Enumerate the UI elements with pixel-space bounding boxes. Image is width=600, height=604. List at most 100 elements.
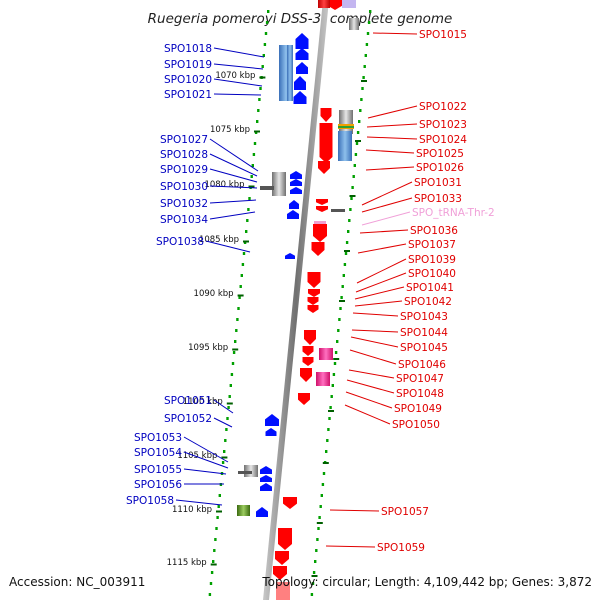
grid-dot-left — [218, 494, 221, 497]
leader-line-left — [213, 78, 263, 87]
gene-arrow-left — [260, 466, 272, 474]
kbp-tick-label: 1075 kbp — [210, 125, 250, 135]
leader-line-right — [354, 300, 403, 307]
gene-label-left: SPO1019 — [164, 59, 212, 71]
kbp-tick-mark — [243, 240, 249, 243]
right-tick-mark — [344, 250, 350, 252]
gene-block-inner — [287, 45, 293, 101]
gene-label-right: SPO_tRNA-Thr-2 — [412, 207, 495, 219]
leader-line-left — [183, 468, 227, 475]
leader-line-right — [367, 105, 418, 119]
leader-line-left — [213, 47, 265, 58]
gene-grey-bar — [260, 186, 274, 190]
grid-dot-right — [312, 571, 316, 574]
grid-dot-left — [229, 384, 232, 387]
grid-dot-left — [238, 296, 241, 299]
grid-dot-left — [245, 230, 248, 233]
grid-dot-left — [228, 395, 231, 398]
grid-dot-right — [350, 197, 353, 200]
gene-label-left: SPO1051 — [164, 395, 212, 407]
gene-arrow-right — [304, 330, 316, 345]
right-tick-mark — [349, 195, 356, 197]
gene-arrow-right — [278, 528, 292, 550]
grid-dot-right — [316, 538, 319, 541]
grid-dot-right — [343, 263, 347, 266]
gene-label-left: SPO1052 — [164, 413, 212, 425]
gene-arrow-right — [307, 272, 321, 288]
grid-dot-right — [311, 582, 315, 585]
grid-dot-left — [242, 252, 246, 255]
leader-line-right — [372, 32, 418, 35]
grid-dot-left — [224, 439, 227, 442]
leader-line-right — [366, 123, 418, 128]
grid-dot-left — [239, 285, 242, 288]
grid-dot-left — [259, 87, 262, 90]
right-tick-mark — [361, 80, 367, 82]
leader-line-left — [209, 185, 258, 189]
gene-label-left: SPO1029 — [160, 164, 208, 176]
gene-label-right: SPO1049 — [394, 403, 442, 415]
grid-dot-right — [329, 406, 332, 409]
leader-line-right — [346, 379, 395, 394]
grid-dot-left — [248, 197, 251, 200]
kbp-tick-mark — [248, 185, 255, 188]
leader-line-left — [183, 451, 229, 469]
grid-dot-right — [366, 32, 370, 35]
grid-dot-left — [265, 21, 269, 24]
grid-dot-right — [364, 54, 367, 57]
grid-dot-right — [331, 384, 334, 387]
gene-arrow-right — [298, 393, 310, 405]
leader-line-right — [352, 312, 399, 317]
grid-dot-right — [336, 340, 339, 343]
gene-label-right: SPO1059 — [377, 542, 425, 554]
grid-dot-right — [314, 560, 317, 563]
kbp-tick-mark — [226, 402, 233, 405]
grid-dot-left — [261, 65, 264, 68]
grid-dot-left — [215, 527, 218, 530]
grid-dot-right — [326, 439, 329, 442]
grid-dot-left — [263, 43, 267, 46]
grid-dot-right — [344, 252, 348, 255]
leader-line-right — [365, 149, 415, 154]
leader-line-left — [209, 153, 258, 177]
gene-arrow-right — [307, 297, 319, 305]
grid-dot-left — [208, 593, 212, 596]
gene-arrow-left — [295, 48, 309, 60]
leader-line-right — [344, 404, 391, 425]
gene-arrow-right — [302, 357, 314, 366]
gene-arrow-right — [273, 566, 287, 580]
gene-label-left: SPO1030 — [160, 181, 208, 193]
grid-dot-left — [246, 219, 249, 222]
gene-arrow-right — [311, 242, 325, 256]
leader-line-left — [209, 211, 256, 220]
gene-arrow-right — [316, 199, 328, 205]
gene-label-left: SPO1020 — [164, 74, 212, 86]
grid-dot-right — [361, 87, 364, 90]
gene-label-left: SPO1028 — [160, 149, 208, 161]
gene-arrow-right — [302, 346, 314, 356]
grid-dot-right — [360, 98, 363, 101]
gene-block-blue-right — [338, 131, 352, 161]
gene-grey-block — [339, 110, 353, 134]
gene-label-left: SPO1055 — [134, 464, 182, 476]
grid-dot-right — [345, 241, 349, 244]
gene-label-right: SPO1026 — [416, 162, 464, 174]
leader-line-left — [213, 399, 234, 414]
grid-dot-right — [337, 329, 340, 332]
kbp-tick-mark — [216, 510, 222, 513]
grid-dot-right — [327, 428, 330, 431]
kbp-tick-label: 1115 kbp — [167, 558, 207, 568]
kbp-tick-label: 1110 kbp — [172, 505, 212, 515]
gene-arrow-left — [260, 475, 272, 482]
kbp-tick-label: 1085 kbp — [199, 235, 239, 245]
grid-dot-left — [250, 175, 253, 178]
leader-line-left — [209, 168, 258, 183]
grid-dot-left — [252, 153, 256, 156]
gene-grey-bar — [331, 209, 345, 212]
grid-dot-right — [348, 219, 351, 222]
grid-dot-right — [310, 593, 314, 596]
gene-red-block — [318, 0, 330, 8]
gene-label-left: SPO1018 — [164, 43, 212, 55]
gene-arrow-right — [313, 224, 327, 242]
